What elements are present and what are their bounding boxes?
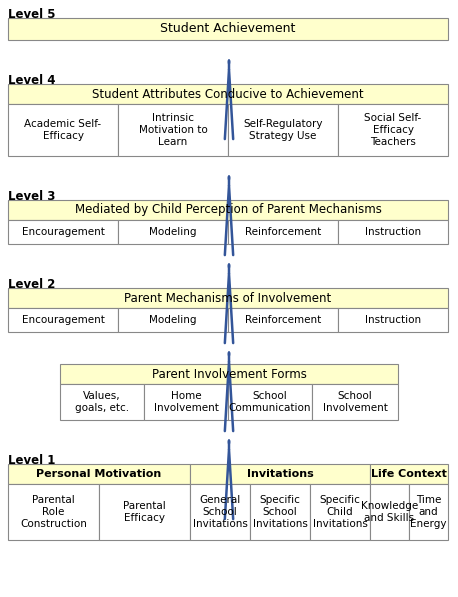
Text: Social Self-
Efficacy
Teachers: Social Self- Efficacy Teachers	[365, 113, 422, 147]
Text: Invitations: Invitations	[246, 469, 313, 479]
Bar	[8, 288, 448, 308]
Bar	[8, 104, 118, 156]
Text: Parent Involvement Forms: Parent Involvement Forms	[152, 368, 306, 380]
Bar	[409, 484, 448, 540]
Text: Level 4: Level 4	[8, 75, 55, 88]
Text: Reinforcement: Reinforcement	[245, 227, 321, 237]
Bar	[370, 464, 448, 484]
Text: Parent Mechanisms of Involvement: Parent Mechanisms of Involvement	[125, 291, 332, 304]
Bar	[190, 464, 370, 484]
Text: Personal Motivation: Personal Motivation	[36, 469, 162, 479]
Text: Mediated by Child Perception of Parent Mechanisms: Mediated by Child Perception of Parent M…	[75, 204, 382, 217]
Text: Instruction: Instruction	[365, 227, 421, 237]
Bar	[338, 220, 448, 244]
Bar	[8, 484, 99, 540]
Bar	[8, 308, 118, 332]
Bar	[99, 484, 190, 540]
Text: Specific
School
Invitations: Specific School Invitations	[252, 496, 307, 528]
Text: Level 1: Level 1	[8, 454, 55, 466]
Bar	[8, 200, 448, 220]
Text: Home
Involvement: Home Involvement	[153, 391, 218, 413]
Text: Encouragement: Encouragement	[22, 315, 104, 325]
Bar	[8, 84, 448, 104]
Bar	[370, 484, 409, 540]
Bar	[118, 220, 228, 244]
Bar	[338, 104, 448, 156]
Bar	[312, 384, 398, 420]
Bar	[228, 384, 312, 420]
Text: Self-Regulatory
Strategy Use: Self-Regulatory Strategy Use	[243, 119, 323, 141]
Bar	[228, 220, 338, 244]
Text: Level 5: Level 5	[8, 8, 55, 20]
Text: Values,
goals, etc.: Values, goals, etc.	[75, 391, 129, 413]
Text: Parental
Efficacy: Parental Efficacy	[123, 501, 166, 523]
Text: General
School
Invitations: General School Invitations	[192, 496, 247, 528]
Text: Student Attributes Conducive to Achievement: Student Attributes Conducive to Achievem…	[92, 88, 364, 100]
Text: Time
and
Energy: Time and Energy	[410, 496, 447, 528]
Bar	[250, 484, 310, 540]
Text: Modeling: Modeling	[149, 227, 197, 237]
Text: Encouragement: Encouragement	[22, 227, 104, 237]
Bar	[118, 104, 228, 156]
Text: School
Communication: School Communication	[229, 391, 311, 413]
Text: Intrinsic
Motivation to
Learn: Intrinsic Motivation to Learn	[139, 113, 207, 147]
Text: Life Context: Life Context	[371, 469, 447, 479]
Bar	[60, 384, 144, 420]
Text: Reinforcement: Reinforcement	[245, 315, 321, 325]
Text: Level 3: Level 3	[8, 189, 55, 202]
Text: Student Achievement: Student Achievement	[160, 23, 296, 35]
Bar	[8, 18, 448, 40]
Bar	[118, 308, 228, 332]
Bar	[310, 484, 370, 540]
Text: Knowledge
and Skills: Knowledge and Skills	[361, 501, 418, 523]
Bar	[60, 364, 398, 384]
Bar	[8, 220, 118, 244]
Text: Parental
Role
Construction: Parental Role Construction	[20, 496, 87, 528]
Text: School
Involvement: School Involvement	[322, 391, 387, 413]
Bar	[338, 308, 448, 332]
Bar	[8, 464, 190, 484]
Text: Academic Self-
Efficacy: Academic Self- Efficacy	[24, 119, 102, 141]
Bar	[190, 484, 250, 540]
Text: Specific
Child
Invitations: Specific Child Invitations	[312, 496, 367, 528]
Bar	[228, 104, 338, 156]
Text: Modeling: Modeling	[149, 315, 197, 325]
Bar	[228, 308, 338, 332]
Text: Level 2: Level 2	[8, 278, 55, 291]
Bar	[144, 384, 228, 420]
Text: Instruction: Instruction	[365, 315, 421, 325]
